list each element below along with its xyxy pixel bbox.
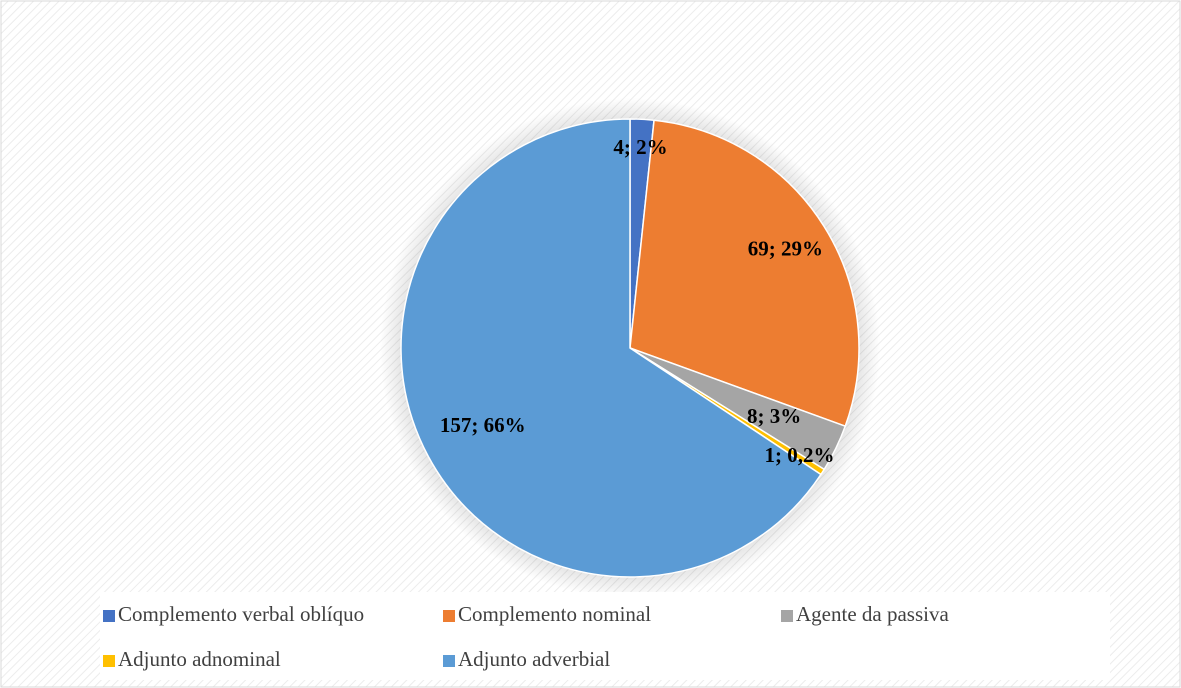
legend-swatch — [103, 610, 115, 622]
legend-label: Complemento verbal oblíquo — [118, 602, 364, 626]
data-label: 157; 66% — [440, 413, 526, 437]
data-label: 8; 3% — [747, 404, 801, 428]
legend-label: Complemento nominal — [458, 602, 651, 626]
legend-swatch — [443, 610, 455, 622]
pie-slice — [400, 118, 822, 578]
legend-swatch — [103, 655, 115, 667]
data-label: 1; 0,2% — [764, 443, 834, 467]
legend-box — [100, 592, 1110, 680]
pie-slice — [629, 119, 860, 428]
data-label: 4; 2% — [613, 135, 667, 159]
legend-swatch — [781, 610, 793, 622]
legend-swatch — [443, 655, 455, 667]
legend-label: Agente da passiva — [796, 602, 949, 626]
data-label: 69; 29% — [748, 237, 823, 261]
legend-label: Adjunto adverbial — [458, 647, 610, 671]
legend-label: Adjunto adnominal — [118, 647, 281, 671]
